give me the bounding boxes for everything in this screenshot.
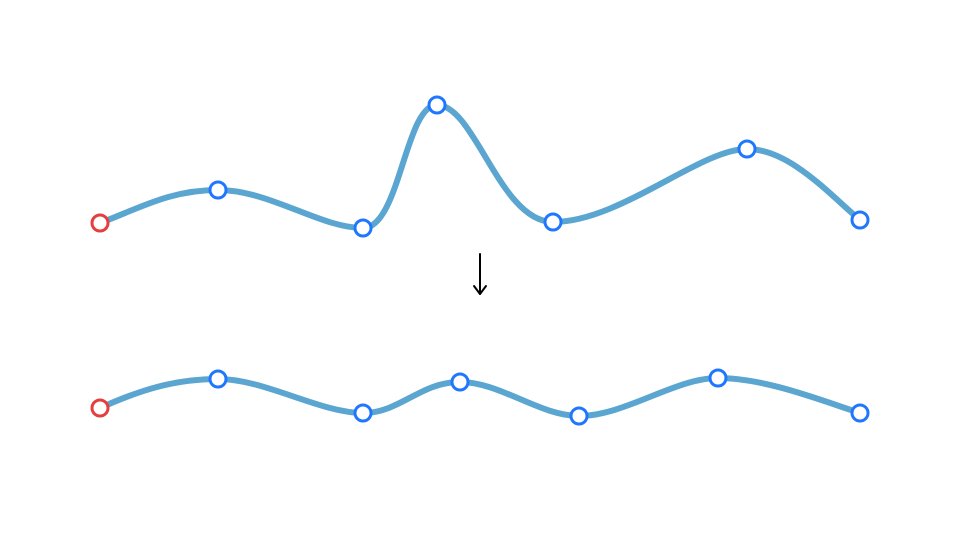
top-curve-node-5 bbox=[739, 141, 755, 157]
bottom-curve-node-0 bbox=[92, 400, 108, 416]
top-curve-node-2 bbox=[355, 220, 371, 236]
bottom-curve-node-1 bbox=[210, 371, 226, 387]
bottom-curve-node-5 bbox=[710, 370, 726, 386]
bottom-curve-node-6 bbox=[852, 405, 868, 421]
top-curve-node-4 bbox=[545, 214, 561, 230]
bottom-curve-node-2 bbox=[355, 405, 371, 421]
top-curve-node-0 bbox=[92, 215, 108, 231]
top-curve-path bbox=[100, 105, 860, 228]
top-curve-node-1 bbox=[210, 182, 226, 198]
bottom-curve-node-3 bbox=[452, 374, 468, 390]
bottom-curve-node-4 bbox=[571, 408, 587, 424]
top-curve-node-6 bbox=[852, 212, 868, 228]
top-curve-node-3 bbox=[429, 97, 445, 113]
diagram-canvas bbox=[0, 0, 960, 538]
